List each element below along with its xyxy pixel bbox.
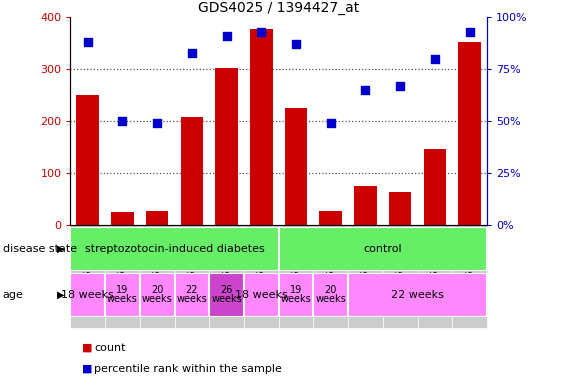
Text: ▶: ▶ [57,290,65,300]
Point [292,41,301,47]
Bar [181,117,203,225]
Bar [314,225,348,328]
Point [83,39,92,45]
Text: control: control [364,243,402,254]
Bar [348,225,383,328]
Bar [354,186,377,225]
Bar [285,108,307,225]
Bar [140,225,175,328]
Bar [458,42,481,225]
Bar [209,225,244,328]
Text: 20
weeks: 20 weeks [142,285,172,304]
Text: 18 weeks: 18 weeks [235,290,288,300]
Text: 18 weeks: 18 weeks [61,290,114,300]
Bar [319,211,342,225]
Text: count: count [94,343,126,353]
Point [153,120,162,126]
Bar [215,68,238,225]
Bar [146,211,168,225]
Point [431,56,440,62]
Bar [418,225,452,328]
Title: GDS4025 / 1394427_at: GDS4025 / 1394427_at [198,1,359,15]
Text: disease state: disease state [3,243,77,254]
Bar [348,273,487,317]
Bar [452,225,487,328]
Text: 19
weeks: 19 weeks [281,285,311,304]
Bar [244,273,279,317]
Bar [140,273,175,317]
Bar [279,225,314,328]
Point [257,29,266,35]
Text: 20
weeks: 20 weeks [315,285,346,304]
Point [118,118,127,124]
Bar [209,273,244,317]
Point [187,50,196,56]
Bar [111,212,134,225]
Bar [175,225,209,328]
Bar [250,29,272,225]
Text: ■: ■ [82,364,92,374]
Text: ■: ■ [82,343,92,353]
Bar [105,273,140,317]
Text: age: age [3,290,24,300]
Bar [70,273,105,317]
Text: 19
weeks: 19 weeks [107,285,138,304]
Bar [244,225,279,328]
Bar [105,225,140,328]
Point [465,29,474,35]
Text: 22
weeks: 22 weeks [177,285,207,304]
Bar [70,225,105,328]
Bar [77,95,99,225]
Text: streptozotocin-induced diabetes: streptozotocin-induced diabetes [84,243,265,254]
Point [396,83,405,89]
Bar [70,227,279,271]
Text: percentile rank within the sample: percentile rank within the sample [94,364,282,374]
Text: 22 weeks: 22 weeks [391,290,444,300]
Point [361,87,370,93]
Point [327,120,336,126]
Bar [389,192,412,225]
Bar [175,273,209,317]
Point [222,33,231,39]
Text: 26
weeks: 26 weeks [211,285,242,304]
Bar [314,273,348,317]
Bar [279,273,314,317]
Bar [383,225,418,328]
Bar [279,227,487,271]
Text: ▶: ▶ [57,243,65,254]
Bar [423,149,446,225]
